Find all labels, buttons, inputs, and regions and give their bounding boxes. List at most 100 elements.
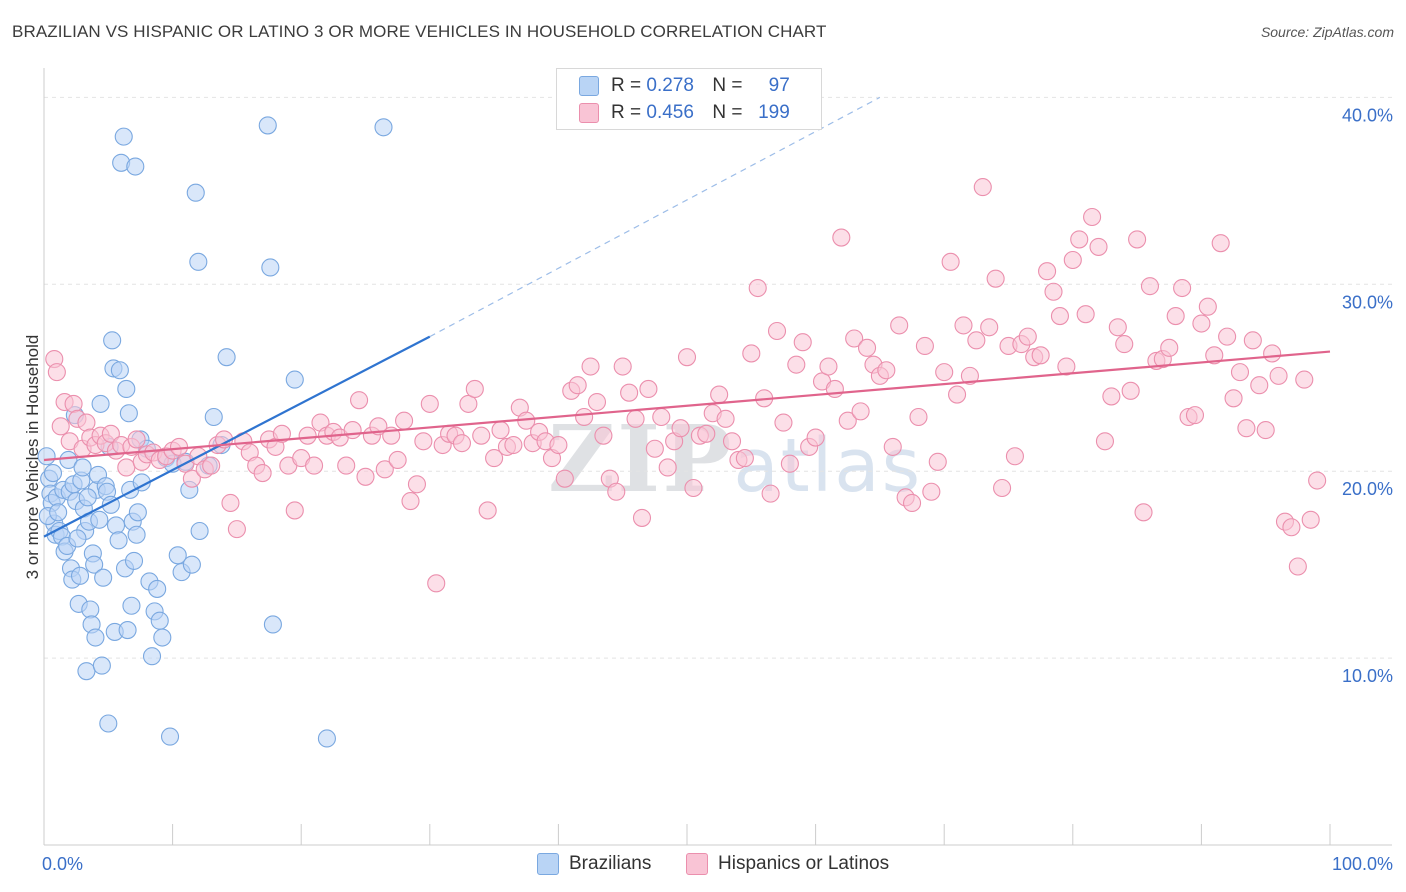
hispanics-point [587, 392, 607, 412]
hispanics-point [710, 385, 729, 404]
hispanics-point [452, 434, 472, 453]
hispanics-point [857, 338, 877, 357]
hispanics-point [51, 417, 70, 436]
brazilians-point [77, 662, 96, 681]
hispanics-point [1230, 363, 1250, 382]
brazilians-point [153, 628, 172, 647]
hispanics-point [465, 379, 484, 399]
hispanics-point [272, 424, 291, 443]
r-label: R = [611, 75, 642, 96]
hispanics-point [806, 428, 825, 447]
r-value: 0.456 [646, 102, 694, 123]
hispanics-point [1192, 314, 1211, 333]
hispanics-point [594, 426, 613, 445]
hispanics-point [1211, 234, 1230, 253]
hispanics-point [1031, 346, 1050, 365]
hispanics-point [684, 478, 703, 498]
hispanics-point [1308, 471, 1327, 490]
brazilians-point [90, 510, 109, 529]
hispanics-point [1288, 557, 1307, 576]
hispanics-point [967, 331, 986, 350]
hispanics-point [169, 437, 189, 456]
brazilians-point [190, 521, 209, 541]
hispanics-point [1044, 282, 1063, 301]
hispanics-point [832, 228, 851, 247]
legend-item-brazilians[interactable]: Brazilians [537, 850, 651, 878]
legend-label: Hispanics or Latinos [718, 853, 890, 874]
hispanics-point [64, 394, 83, 413]
brazilians-point [78, 488, 97, 507]
hispanics-point [838, 411, 857, 430]
hispanics-point [478, 501, 497, 520]
hispanics-point [298, 426, 317, 445]
hispanics-point [1173, 278, 1192, 298]
hispanics-point [1089, 237, 1108, 256]
hispanics-point [935, 363, 954, 382]
hispanics-point [986, 269, 1005, 288]
hispanics-point [117, 458, 136, 477]
brazilians-point [217, 348, 236, 367]
x-tick-label: 100.0% [1332, 854, 1393, 874]
brazilians-point [204, 407, 223, 427]
hispanics-point [491, 421, 510, 440]
brazilians-point [317, 729, 336, 748]
hispanics-point [101, 424, 120, 443]
hispanics-point [1057, 357, 1076, 376]
hispanics-point [716, 409, 735, 428]
brazilians-point [168, 546, 187, 565]
hispanics-point [748, 278, 767, 298]
hispanics-point [735, 449, 754, 468]
hispanics-point [1128, 230, 1147, 249]
hispanics-point [658, 458, 677, 477]
hispanics-point [1269, 366, 1288, 385]
hispanics-point [767, 321, 787, 341]
hispanics-point [1018, 327, 1037, 346]
hispanics-point [504, 435, 523, 455]
hispanics-point [581, 357, 600, 376]
n-value: 97 [768, 75, 790, 96]
hispanics-point [928, 452, 947, 471]
y-tick-label: 40.0% [1342, 105, 1393, 125]
hispanics-point [350, 391, 369, 410]
brazilians-point [94, 568, 113, 587]
hispanics-point [472, 426, 491, 445]
brazilians-point [148, 579, 167, 598]
hispanics-point [1185, 406, 1205, 425]
stats-legend: R = 0.278 N = 97 R = 0.456 N = 199 [556, 68, 822, 130]
hispanics-point [127, 430, 146, 449]
hispanics-point [620, 383, 639, 402]
hispanics-point [305, 456, 324, 475]
legend-item-hispanics[interactable]: Hispanics or Latinos [686, 850, 889, 878]
hispanics-point [356, 467, 375, 486]
brazilians-point [70, 566, 90, 585]
hispanics-point [671, 419, 690, 438]
hispanics-point [941, 252, 960, 271]
legend-label: Brazilians [569, 853, 652, 874]
hispanics-point [182, 469, 201, 488]
hispanics-point [722, 432, 742, 451]
hispanics-point [1160, 338, 1179, 357]
brazilians-point [128, 503, 147, 522]
brazilians-point [261, 258, 280, 277]
stats-row-brazilians: R = 0.278 N = 97 [579, 74, 790, 98]
brazilians-point [127, 525, 146, 544]
hispanics-point [395, 411, 414, 430]
hispanics-point [1250, 376, 1269, 395]
y-tick-label: 10.0% [1342, 666, 1393, 686]
hispanics-point [677, 348, 697, 367]
hispanics-point [954, 316, 973, 335]
brazilians-legend-swatch [537, 853, 559, 875]
hispanics-point [1134, 503, 1153, 522]
brazilians-point [92, 656, 111, 675]
hispanics-point [401, 492, 420, 511]
hispanics-point [877, 361, 896, 380]
hispanics-point [47, 363, 66, 382]
hispanics-point [427, 574, 446, 593]
hispanics-point [1115, 335, 1134, 354]
brazilians-point [91, 394, 110, 413]
hispanics-point [1263, 344, 1282, 363]
hispanics-point [407, 475, 426, 494]
hispanics-point [202, 456, 221, 475]
hispanics-point [555, 469, 574, 488]
hispanics-point [1050, 307, 1069, 326]
